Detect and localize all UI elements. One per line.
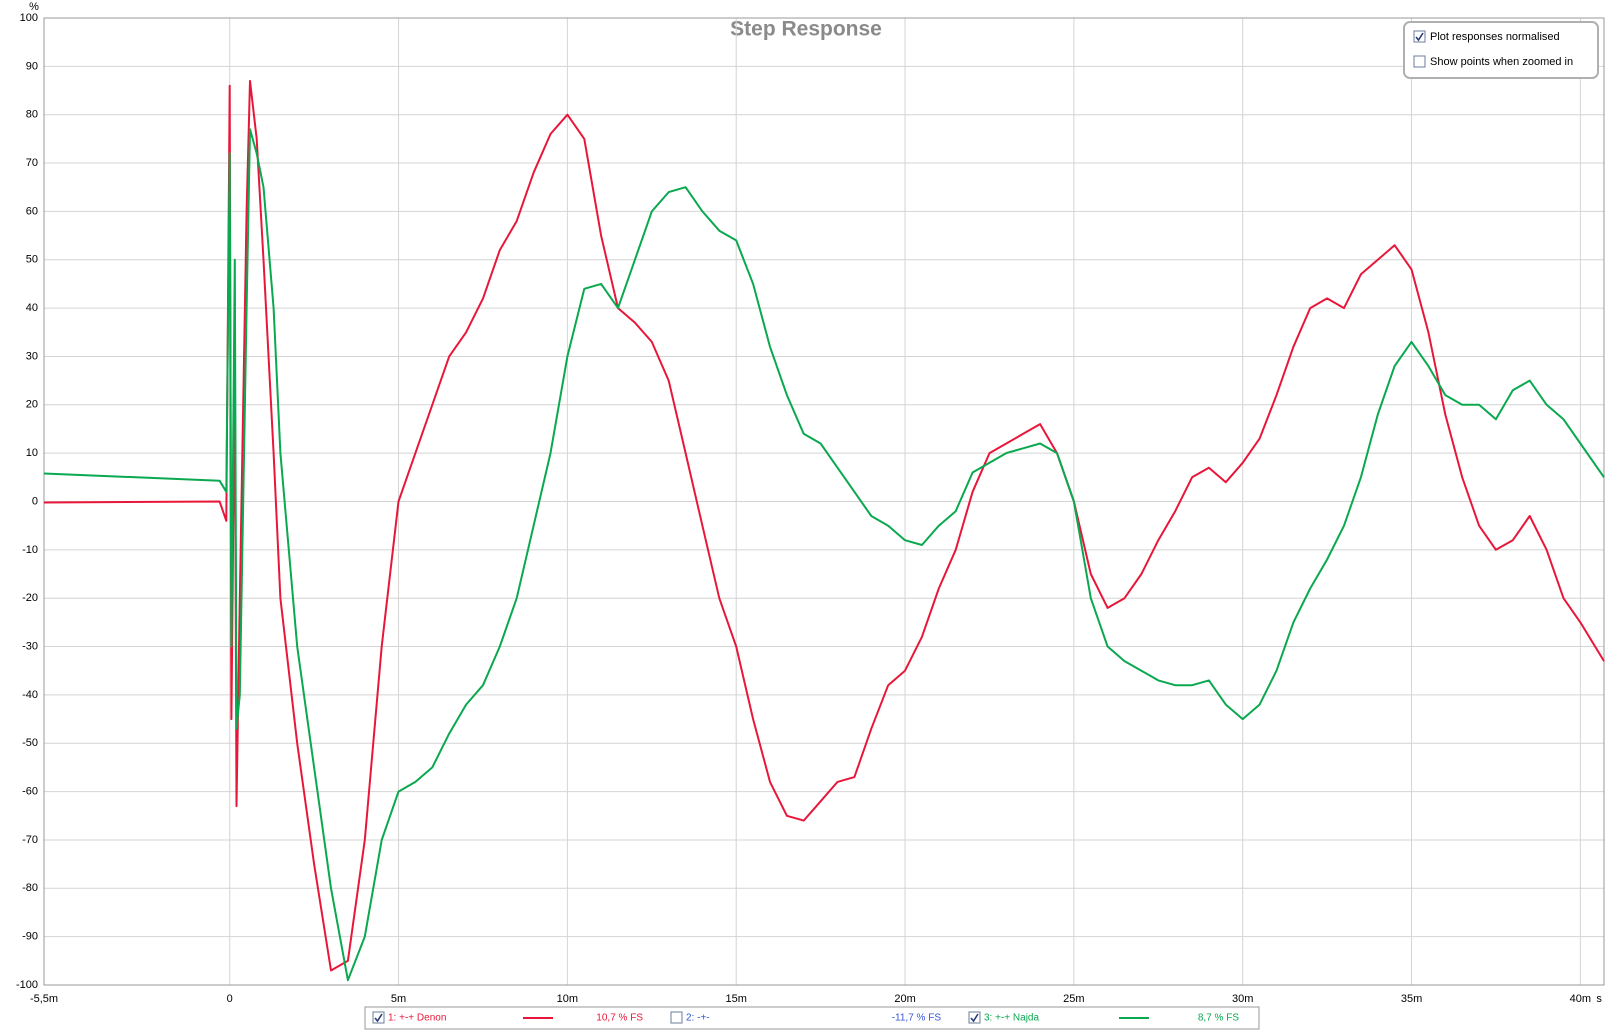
series-line — [43, 128, 1605, 982]
legend-checkbox[interactable] — [670, 1011, 683, 1024]
y-tick-label: 20 — [26, 399, 38, 411]
option-label[interactable]: Show points when zoomed in — [1430, 56, 1573, 68]
y-tick-label: 40 — [26, 302, 38, 314]
x-tick-label: 35m — [1401, 993, 1422, 1005]
legend-label: 3: +-+ Najda — [984, 1013, 1039, 1024]
legend-value: 10,7 % FS — [596, 1013, 643, 1024]
x-tick-label: 30m — [1232, 993, 1253, 1005]
y-tick-label: 70 — [26, 157, 38, 169]
y-tick-label: -80 — [22, 882, 38, 894]
y-tick-label: 80 — [26, 109, 38, 121]
x-tick-label: 25m — [1063, 993, 1084, 1005]
x-tick-label: 20m — [894, 993, 915, 1005]
y-tick-label: 10 — [26, 447, 38, 459]
y-tick-label: -40 — [22, 689, 38, 701]
legend-value: -11,7 % FS — [892, 1013, 942, 1024]
legend-checkbox-tick — [374, 1013, 383, 1023]
x-tick-label: -5,5m — [30, 993, 58, 1005]
y-tick-label: -20 — [22, 592, 38, 604]
y-tick-label: 100 — [20, 12, 38, 24]
y-tick-label: 60 — [26, 205, 38, 217]
x-tick-label: 5m — [391, 993, 406, 1005]
option-checkbox[interactable] — [1413, 30, 1426, 43]
y-tick-label: -30 — [22, 640, 38, 652]
x-unit: s — [1596, 993, 1602, 1005]
chart-title: Step Response — [730, 18, 882, 41]
x-tick-label: 10m — [557, 993, 578, 1005]
y-tick-label: -10 — [22, 544, 38, 556]
legend-checkbox[interactable] — [968, 1011, 981, 1024]
options-panel — [1403, 21, 1599, 79]
legend-checkbox[interactable] — [372, 1011, 385, 1024]
y-tick-label: 30 — [26, 350, 38, 362]
legend-label: 2: -+- — [686, 1013, 710, 1024]
legend-value: 8,7 % FS — [1198, 1013, 1239, 1024]
option-checkbox[interactable] — [1413, 55, 1426, 68]
legend-checkbox-tick — [970, 1013, 979, 1023]
y-tick-label: 0 — [32, 495, 38, 507]
legend — [364, 1006, 1260, 1030]
legend-label: 1: +-+ Denon — [388, 1013, 446, 1024]
series-line — [43, 79, 1605, 972]
y-tick-label: 90 — [26, 60, 38, 72]
y-tick-label: -60 — [22, 786, 38, 798]
y-tick-label: -90 — [22, 931, 38, 943]
y-tick-label: -70 — [22, 834, 38, 846]
option-checkbox-tick — [1415, 32, 1424, 42]
x-tick-label: 15m — [726, 993, 747, 1005]
y-tick-label: -50 — [22, 737, 38, 749]
option-label[interactable]: Plot responses normalised — [1430, 31, 1560, 43]
x-tick-label: 0 — [227, 993, 233, 1005]
y-unit: % — [29, 1, 39, 13]
x-tick-label: 40m — [1570, 993, 1591, 1005]
y-tick-label: -100 — [16, 979, 38, 991]
y-tick-label: 50 — [26, 254, 38, 266]
